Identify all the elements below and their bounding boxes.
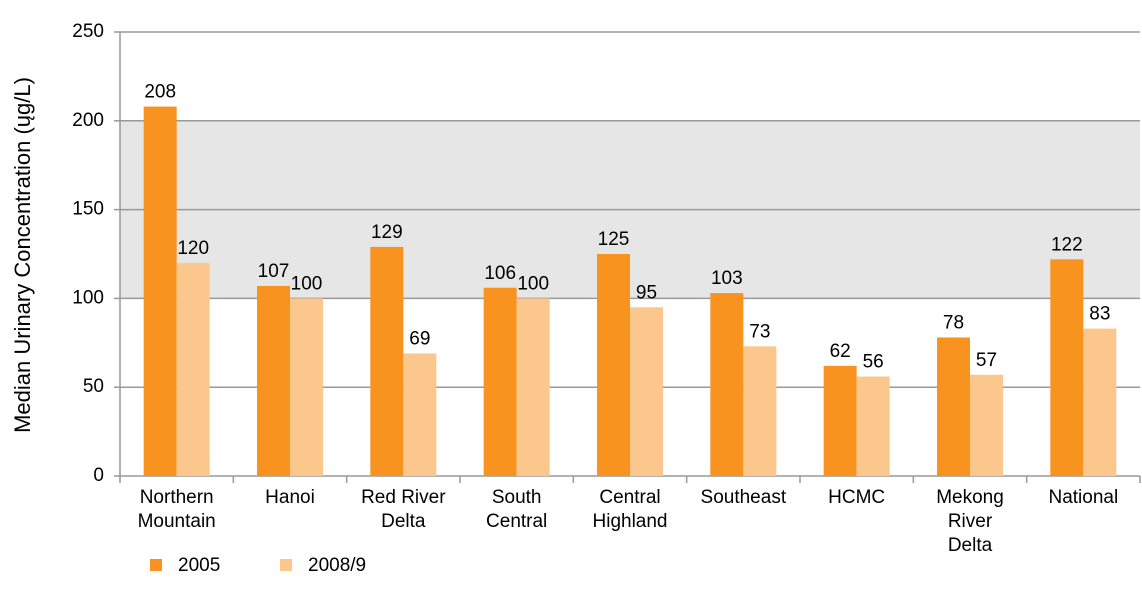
bar <box>856 376 890 476</box>
value-label: 100 <box>291 273 323 294</box>
value-label: 100 <box>517 273 549 294</box>
legend-label: 2008/9 <box>308 555 366 576</box>
legend-swatch <box>150 559 162 571</box>
y-tick-label: 0 <box>93 465 104 486</box>
bar <box>143 106 177 476</box>
bar <box>743 346 777 476</box>
value-label: 69 <box>409 328 430 349</box>
x-tick-label: National <box>1048 487 1118 508</box>
value-label: 62 <box>830 341 851 362</box>
legend-swatch <box>280 559 292 571</box>
x-tick-label: Red River Delta <box>361 487 446 532</box>
value-label: 106 <box>484 263 516 284</box>
bar <box>370 246 404 476</box>
y-tick-label: 150 <box>72 199 104 220</box>
value-label: 73 <box>749 321 770 342</box>
bar <box>1050 259 1084 476</box>
bar <box>516 298 550 476</box>
bar <box>970 374 1003 476</box>
value-label: 103 <box>711 268 743 289</box>
y-tick-label: 50 <box>83 376 104 397</box>
x-tick-label: Mekong River Delta <box>936 487 1004 556</box>
value-label: 83 <box>1089 304 1110 325</box>
bar <box>597 254 630 476</box>
value-label: 107 <box>258 261 290 282</box>
value-label: 78 <box>943 312 964 333</box>
bar <box>290 298 323 476</box>
value-label: 95 <box>636 282 657 303</box>
bar <box>1083 328 1117 476</box>
x-tick-label: HCMC <box>828 487 885 508</box>
bar <box>710 293 744 476</box>
legend-label: 2005 <box>178 555 220 576</box>
value-label: 125 <box>598 229 630 250</box>
value-label: 57 <box>976 350 997 371</box>
x-tick-label: Southeast <box>701 487 787 508</box>
bar <box>937 337 970 476</box>
value-label: 120 <box>177 238 209 259</box>
bar <box>257 285 290 476</box>
x-tick-label: South Central <box>486 487 547 532</box>
y-tick-label: 200 <box>72 110 104 131</box>
bar <box>630 307 663 476</box>
x-tick-label: Northern Mountain <box>138 487 216 532</box>
x-tick-label: Hanoi <box>265 487 315 508</box>
y-tick-label: 250 <box>72 21 104 42</box>
bar <box>403 353 437 476</box>
value-label: 122 <box>1051 234 1083 255</box>
y-tick-label: 100 <box>72 287 104 308</box>
bar <box>823 365 857 476</box>
x-tick-label: Central Highland <box>593 487 668 532</box>
value-label: 129 <box>371 222 403 243</box>
value-label: 208 <box>144 82 176 103</box>
bar <box>176 262 210 476</box>
y-axis-title: Median Urinary Concentration (ųg/L) <box>10 77 35 433</box>
value-label: 56 <box>863 352 884 373</box>
bar <box>483 287 517 476</box>
